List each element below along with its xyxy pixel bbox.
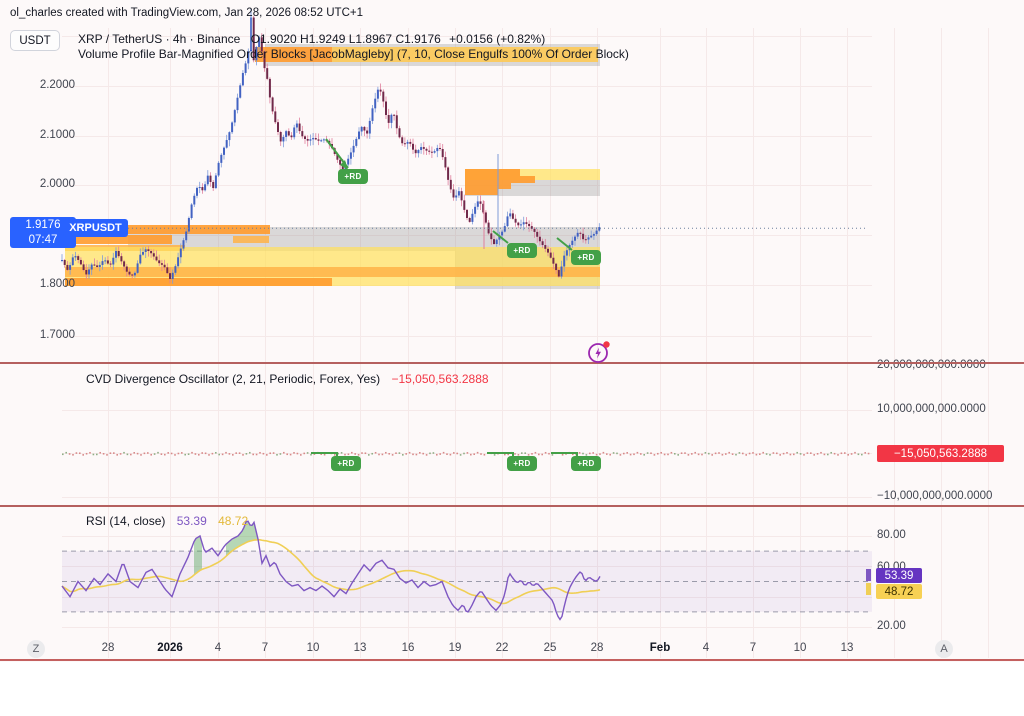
time-tick-label[interactable]: 28	[590, 642, 604, 654]
time-tick-label[interactable]: 2026	[157, 642, 183, 654]
currency-button[interactable]: USDT	[10, 30, 60, 51]
time-axis-badge-a[interactable]: A	[935, 640, 953, 658]
cvd-tick-label: 20,000,000,000.0000	[877, 359, 986, 371]
rsi-value-badge: 53.39	[876, 568, 922, 583]
indicator-legend[interactable]: Volume Profile Bar-Magnified Order Block…	[78, 47, 629, 61]
price-tick-label: 2.2000	[39, 79, 75, 91]
cvd-value: −15,050,563.2888	[391, 372, 489, 386]
time-tick-label[interactable]: 22	[495, 642, 509, 654]
panel-divider-1[interactable]	[0, 362, 1024, 364]
footer-strip: TradingView	[0, 662, 1024, 716]
rd-signal-label[interactable]: +RD	[507, 243, 537, 258]
bar-countdown: 07:47	[28, 234, 58, 246]
time-tick-label[interactable]: 7	[749, 642, 757, 654]
time-axis-badge-z[interactable]: Z	[27, 640, 45, 658]
rsi-tick-label: 80.00	[877, 529, 906, 541]
cvd-params: (2, 21, Periodic, Forex, Yes)	[232, 372, 381, 386]
attribution-text: ol_charles created with TradingView.com,…	[10, 7, 363, 19]
time-tick-label[interactable]: 4	[214, 642, 222, 654]
rsi-params: (14, close)	[109, 514, 166, 528]
rsi-ma-value: 48.72	[218, 514, 249, 528]
indicator-params: (7, 10, Close Engulfs 100% Of Order Bloc…	[396, 47, 629, 61]
time-tick-label[interactable]: 28	[101, 642, 115, 654]
time-tick-label[interactable]: 13	[353, 642, 367, 654]
change-values: +0.0156 (+0.82%)	[449, 32, 546, 46]
time-tick-label[interactable]: 10	[793, 642, 807, 654]
symbol-legend[interactable]: XRP / TetherUS · 4h · Binance O1.9020 H1…	[78, 32, 545, 46]
symbol-tag: XRPUSDT	[63, 219, 128, 237]
time-tick-label[interactable]: 4	[702, 642, 710, 654]
indicator-title: Volume Profile Bar-Magnified Order Block…	[78, 47, 394, 61]
current-price: 1.9176	[25, 219, 61, 231]
rd-signal-label[interactable]: +RD	[507, 456, 537, 471]
price-tick-label: 2.0000	[39, 178, 75, 190]
price-tick-label: 1.8000	[39, 278, 75, 290]
rd-signal-label[interactable]: +RD	[338, 169, 368, 184]
cvd-legend[interactable]: CVD Divergence Oscillator (2, 21, Period…	[86, 372, 489, 386]
panel-divider-2[interactable]	[0, 505, 1024, 507]
price-tick-label: 1.7000	[39, 329, 75, 341]
cvd-tick-label: −10,000,000,000.0000	[877, 490, 993, 502]
time-tick-label[interactable]: 19	[448, 642, 462, 654]
rsi-tick-label: 20.00	[877, 620, 906, 632]
time-tick-label[interactable]: 13	[840, 642, 854, 654]
time-tick-label[interactable]: 7	[261, 642, 269, 654]
rsi-legend[interactable]: RSI (14, close) 53.39 48.72	[86, 514, 248, 528]
rsi-title: RSI	[86, 514, 107, 528]
rd-signal-label[interactable]: +RD	[571, 250, 601, 265]
rd-signal-label[interactable]: +RD	[571, 456, 601, 471]
rsi-value: 53.39	[176, 514, 207, 528]
time-tick-label[interactable]: 16	[401, 642, 415, 654]
symbol-title: XRP / TetherUS · 4h · Binance	[78, 32, 241, 46]
time-tick-label[interactable]: 25	[543, 642, 557, 654]
rsi-ma-badge: 48.72	[876, 584, 922, 599]
time-tick-label[interactable]: Feb	[649, 642, 671, 654]
time-tick-label[interactable]: 10	[306, 642, 320, 654]
ohlc-values: O1.9020 H1.9249 L1.8967 C1.9176	[250, 32, 441, 46]
panel-divider-3	[0, 659, 1024, 661]
cvd-value-badge: −15,050,563.2888	[877, 445, 1004, 462]
cvd-title: CVD Divergence Oscillator	[86, 372, 229, 386]
cvd-tick-label: 10,000,000,000.0000	[877, 403, 986, 415]
rd-signal-label[interactable]: +RD	[331, 456, 361, 471]
price-tick-label: 2.1000	[39, 129, 75, 141]
boost-lightning-icon[interactable]	[587, 340, 611, 364]
